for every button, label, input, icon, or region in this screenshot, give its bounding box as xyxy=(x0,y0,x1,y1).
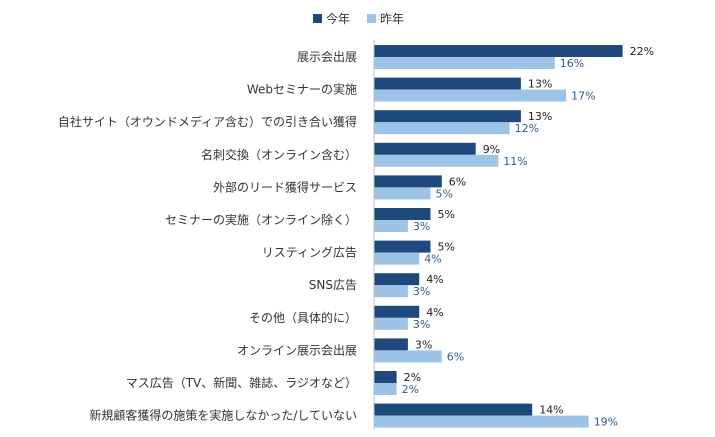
legend-label: 昨年 xyxy=(380,12,404,26)
bar-last-year xyxy=(374,285,408,298)
bar-this-year xyxy=(374,403,533,416)
data-label: 6% xyxy=(447,350,464,363)
bar-this-year xyxy=(374,371,397,383)
category-label: Webセミナーの実施 xyxy=(247,82,357,97)
data-label: 3% xyxy=(413,285,430,298)
data-label: 11% xyxy=(503,155,527,168)
data-label: 22% xyxy=(630,45,654,58)
bar-last-year xyxy=(374,220,408,232)
data-label: 3% xyxy=(413,220,430,233)
category-label: オンライン展示会出展 xyxy=(237,343,357,357)
data-label: 9% xyxy=(483,143,500,156)
bar-last-year xyxy=(374,187,431,200)
bar-this-year xyxy=(374,45,623,57)
data-label: 17% xyxy=(571,90,595,103)
category-label: マス広告（TV、新聞、雑誌、ラジオなど） xyxy=(126,375,357,390)
legend-swatch xyxy=(367,14,376,23)
category-label: 展示会出展 xyxy=(297,50,357,64)
category-label: その他（具体的に） xyxy=(249,310,357,325)
category-label: 新規顧客獲得の施策を実施しなかった/していない xyxy=(89,408,357,423)
legend: 今年 昨年 xyxy=(313,11,404,26)
data-label: 6% xyxy=(449,175,466,188)
bar-this-year xyxy=(374,338,408,351)
legend-label: 今年 xyxy=(326,11,350,26)
bar-this-year xyxy=(374,240,431,253)
bar-last-year xyxy=(374,350,442,363)
data-label: 12% xyxy=(515,122,539,135)
data-label: 3% xyxy=(413,318,430,331)
data-label: 13% xyxy=(528,110,552,123)
data-label: 2% xyxy=(404,371,421,384)
bar-last-year xyxy=(374,415,589,428)
category-label: SNS広告 xyxy=(309,278,357,292)
bar-last-year xyxy=(374,317,408,330)
category-label: セミナーの実施（オンライン除く） xyxy=(165,212,357,227)
legend-swatch xyxy=(313,14,322,23)
data-label: 19% xyxy=(594,416,618,429)
bar-last-year xyxy=(374,154,499,167)
category-label: リスティング広告 xyxy=(262,246,357,260)
bar-this-year xyxy=(374,305,420,318)
bar-last-year xyxy=(374,122,510,135)
bar-this-year xyxy=(374,273,420,286)
bar-this-year xyxy=(374,175,442,188)
bar-last-year xyxy=(374,252,420,265)
bar-this-year xyxy=(374,77,521,90)
bar-this-year xyxy=(374,142,476,155)
data-label: 4% xyxy=(426,273,443,286)
data-label: 2% xyxy=(402,383,419,396)
data-label: 16% xyxy=(560,57,584,70)
data-label: 5% xyxy=(436,187,453,200)
category-label: 外部のリード獲得サービス xyxy=(213,179,357,194)
data-label: 5% xyxy=(438,208,455,221)
bar-last-year xyxy=(374,383,397,395)
bar-this-year xyxy=(374,110,521,123)
data-label: 13% xyxy=(528,78,552,91)
bar-this-year xyxy=(374,208,431,220)
bar-last-year xyxy=(374,57,555,69)
data-label: 5% xyxy=(438,241,455,254)
category-label: 名刺交換（オンライン含む） xyxy=(201,147,357,162)
data-label: 3% xyxy=(415,338,432,351)
bar-last-year xyxy=(374,89,567,102)
data-label: 4% xyxy=(426,306,443,319)
category-label: 自社サイト（オウンドメディア含む）での引き合い獲得 xyxy=(58,114,357,129)
data-label: 4% xyxy=(424,253,441,266)
data-label: 14% xyxy=(539,404,563,417)
